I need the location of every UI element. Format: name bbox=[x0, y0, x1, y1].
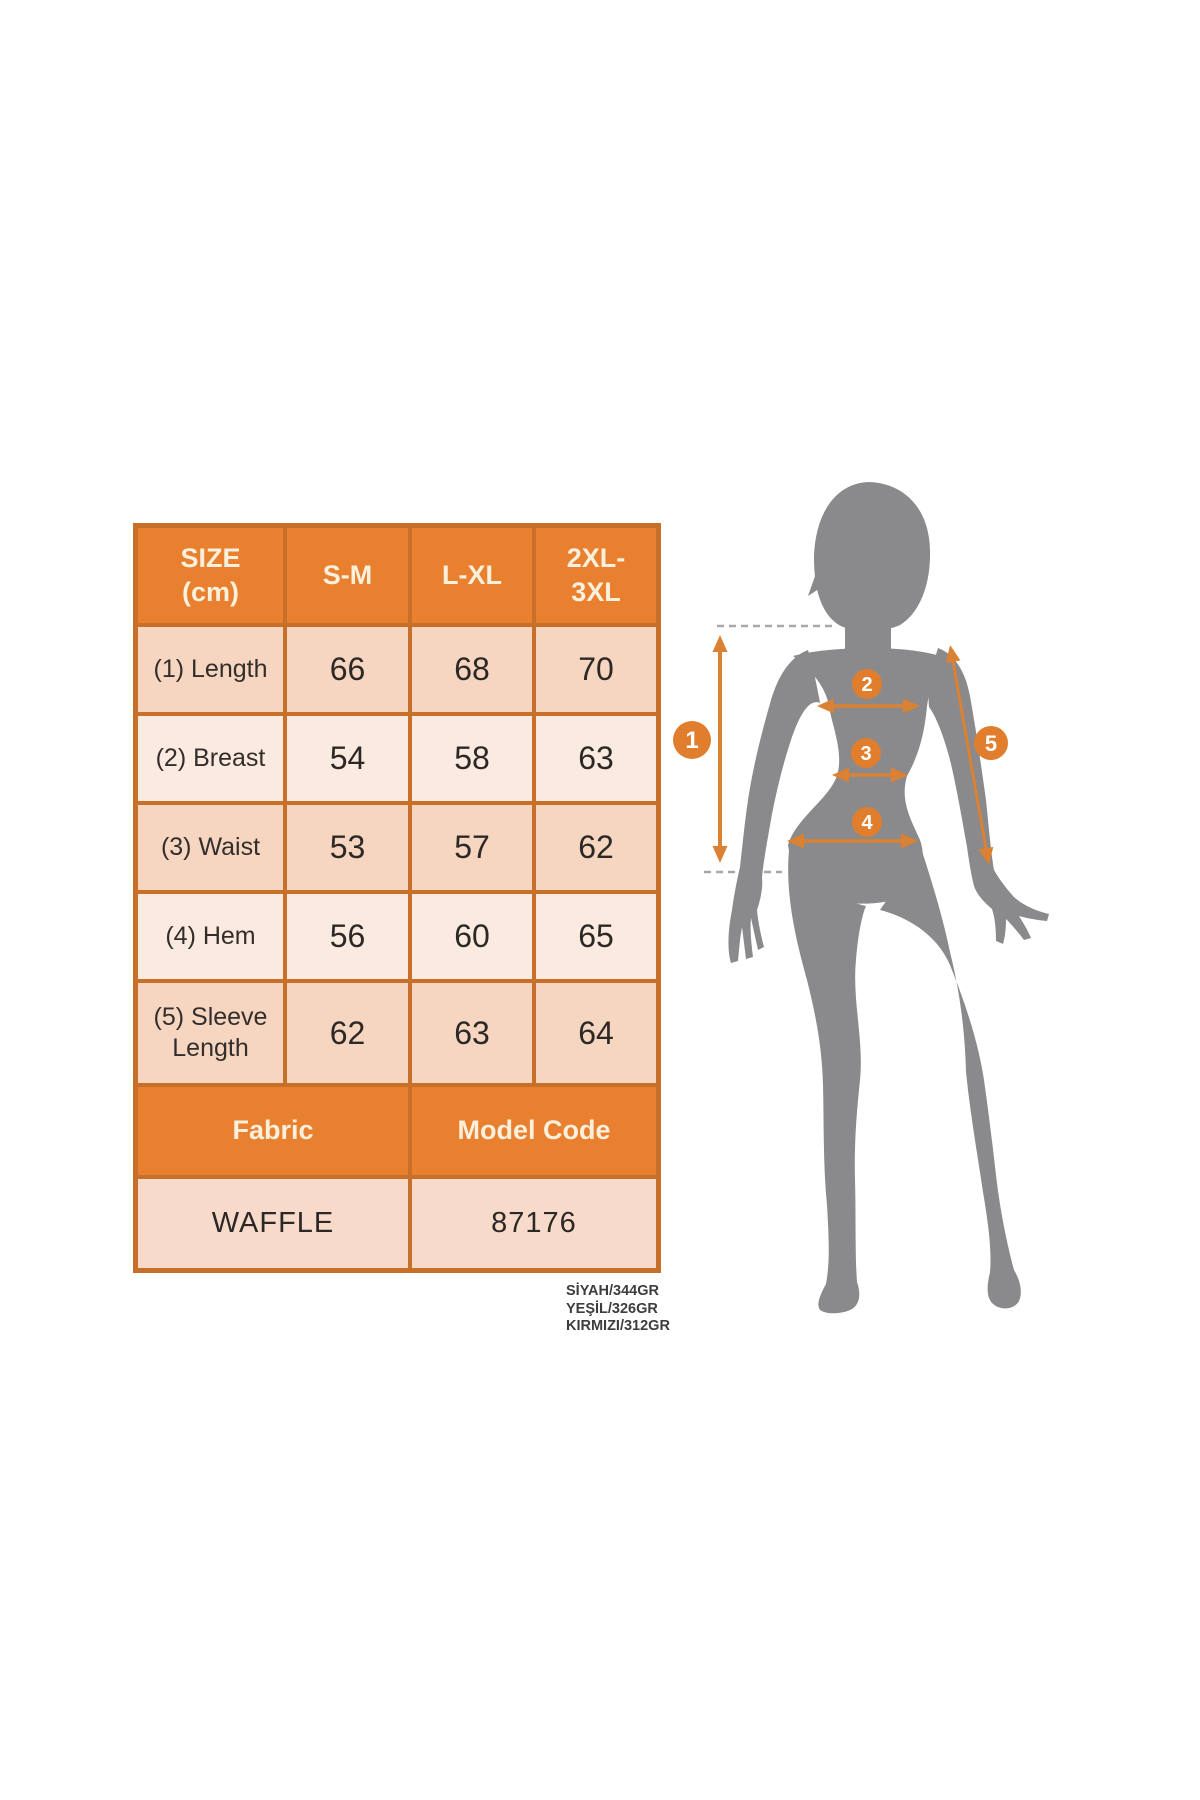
cell-hem-2xl3xl: 65 bbox=[536, 894, 656, 979]
footer-header-model-code: Model Code bbox=[412, 1087, 656, 1175]
silhouette-left-leg bbox=[788, 850, 866, 1314]
cell-waist-sm: 53 bbox=[287, 805, 408, 890]
marker-2-number: 2 bbox=[861, 674, 872, 696]
header-cell-lxl: L-XL bbox=[412, 528, 532, 623]
row-label-length: (1) Length bbox=[138, 627, 283, 712]
measurement-figure: 1 2 3 4 5 bbox=[673, 482, 1049, 1314]
weight-note-green: YEŞİL/326GR bbox=[566, 1300, 658, 1317]
silhouette-head bbox=[814, 482, 931, 631]
footer-value-model-code: 87176 bbox=[412, 1179, 656, 1268]
cell-length-2xl3xl: 70 bbox=[536, 627, 656, 712]
marker-3-circle bbox=[851, 738, 881, 768]
row-label-hem: (4) Hem bbox=[138, 894, 283, 979]
weight-note-red: KIRMIZI/312GR bbox=[566, 1318, 670, 1334]
weight-note-black: SİYAH/344GR bbox=[566, 1283, 659, 1299]
footer-value-fabric: WAFFLE bbox=[138, 1179, 408, 1268]
header-cell-size: SIZE (cm) bbox=[138, 528, 283, 623]
marker-4-circle bbox=[852, 807, 882, 837]
cell-length-lxl: 68 bbox=[412, 627, 532, 712]
marker-4: 4 bbox=[852, 807, 882, 837]
color-weight-notes: SİYAH/344GR YEŞİL/326GR KIRMIZI/312GR bbox=[566, 1283, 670, 1336]
silhouette-right-arm bbox=[928, 648, 1049, 944]
cell-hem-lxl: 60 bbox=[412, 894, 532, 979]
silhouette-hair-wisp bbox=[808, 562, 828, 596]
cell-sleeve-2xl3xl: 64 bbox=[536, 983, 656, 1083]
sleeve-measure-arrow bbox=[945, 645, 994, 865]
cell-breast-2xl3xl: 63 bbox=[536, 716, 656, 801]
cell-waist-2xl3xl: 62 bbox=[536, 805, 656, 890]
marker-4-number: 4 bbox=[861, 812, 873, 834]
woman-silhouette bbox=[728, 482, 1049, 1314]
silhouette-right-leg bbox=[880, 848, 1021, 1309]
marker-1-circle bbox=[673, 721, 711, 759]
cell-waist-lxl: 57 bbox=[412, 805, 532, 890]
marker-5-circle bbox=[974, 726, 1008, 760]
marker-1: 1 bbox=[673, 721, 711, 759]
row-label-sleeve-length: (5) Sleeve Length bbox=[138, 983, 283, 1083]
header-2xl3xl-label: 2XL-3XL bbox=[566, 542, 626, 607]
row-label-breast: (2) Breast bbox=[138, 716, 283, 801]
header-size-label: SIZE (cm) bbox=[180, 542, 241, 607]
marker-2-circle bbox=[852, 669, 882, 699]
header-cell-2xl3xl: 2XL-3XL bbox=[536, 528, 656, 623]
row-label-waist: (3) Waist bbox=[138, 805, 283, 890]
silhouette-left-arm bbox=[728, 650, 820, 963]
marker-3: 3 bbox=[851, 738, 881, 768]
cell-breast-lxl: 58 bbox=[412, 716, 532, 801]
marker-3-number: 3 bbox=[860, 743, 871, 765]
header-sm-label: S-M bbox=[322, 559, 373, 590]
header-lxl-label: L-XL bbox=[442, 559, 502, 590]
size-chart-table: SIZE (cm) S-M L-XL 2XL-3XL (1) Length 66… bbox=[133, 523, 661, 1273]
cell-length-sm: 66 bbox=[287, 627, 408, 712]
cell-sleeve-lxl: 63 bbox=[412, 983, 532, 1083]
cell-sleeve-sm: 62 bbox=[287, 983, 408, 1083]
header-cell-sm: S-M bbox=[287, 528, 408, 623]
cell-breast-sm: 54 bbox=[287, 716, 408, 801]
marker-2: 2 bbox=[852, 669, 882, 699]
marker-5: 5 bbox=[974, 726, 1008, 760]
cell-hem-sm: 56 bbox=[287, 894, 408, 979]
footer-header-fabric: Fabric bbox=[138, 1087, 408, 1175]
marker-5-number: 5 bbox=[985, 731, 997, 756]
marker-1-number: 1 bbox=[685, 727, 698, 754]
